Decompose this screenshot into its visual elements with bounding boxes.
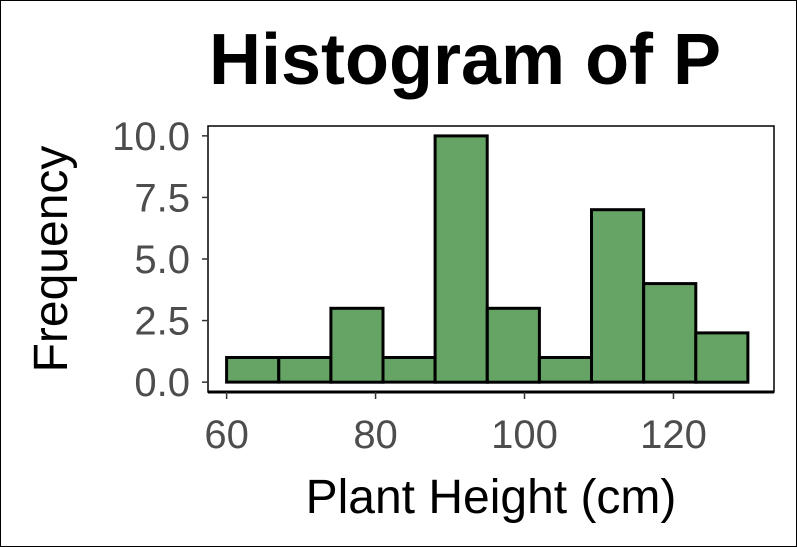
chart-title: Histogram of P: [209, 20, 721, 100]
histogram-bar: [485, 306, 541, 384]
y-tick-label: 2.5: [134, 300, 190, 344]
x-tick-label: 80: [353, 413, 398, 457]
histogram-bar: [642, 282, 698, 384]
x-axis-label: Plant Height (cm): [306, 471, 677, 524]
x-tick-label: 60: [204, 413, 249, 457]
y-tick-label: 10.0: [112, 115, 190, 159]
histogram-bar: [225, 356, 281, 384]
y-tick-label: 5.0: [134, 238, 190, 282]
bars-group: [225, 134, 750, 384]
y-tick-label: 0.0: [134, 361, 190, 405]
histogram-bar: [537, 356, 594, 384]
y-axis: 0.0 2.5 5.0 7.5 10.0: [112, 115, 208, 405]
x-tick-label: 100: [491, 413, 558, 457]
y-tick-label: 7.5: [134, 176, 190, 220]
histogram-bar: [433, 134, 489, 384]
y-axis-label: Frequency: [25, 146, 78, 373]
histogram-bar: [277, 356, 333, 384]
x-axis: 60 80 100 120: [204, 390, 774, 457]
histogram-bar: [694, 331, 750, 384]
histogram-bar: [381, 356, 437, 384]
histogram-bar: [329, 306, 385, 384]
x-tick-label: 120: [640, 413, 707, 457]
histogram-bar: [590, 208, 646, 384]
